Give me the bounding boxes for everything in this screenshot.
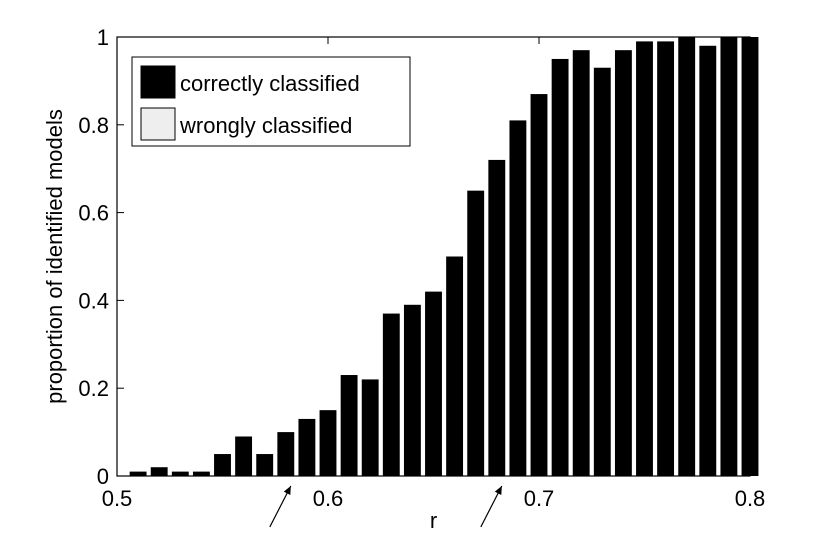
bar xyxy=(150,467,168,476)
legend-label-correct: correctly classified xyxy=(180,71,360,96)
legend-swatch-correct xyxy=(140,65,176,99)
x-tick-label: 0.5 xyxy=(102,486,133,511)
x-tick-label: 0.8 xyxy=(735,486,766,511)
bar xyxy=(403,304,421,476)
y-tick-label: 0.6 xyxy=(78,201,109,226)
bar xyxy=(382,313,400,476)
y-tick-label: 0 xyxy=(97,464,109,489)
y-tick-label: 0.8 xyxy=(78,113,109,138)
bar xyxy=(593,67,611,476)
y-tick-label: 0.4 xyxy=(78,288,109,313)
bar xyxy=(657,41,675,476)
legend-swatch-wrong xyxy=(140,107,176,141)
legend: correctly classified wrongly classified xyxy=(131,56,411,147)
arrow-head xyxy=(283,486,291,495)
bar xyxy=(446,256,464,476)
bar xyxy=(699,45,717,476)
bar xyxy=(319,410,337,476)
bar xyxy=(636,41,653,476)
x-axis-label: r xyxy=(430,508,437,533)
bar xyxy=(678,37,696,476)
bar xyxy=(551,58,569,476)
annotation-arrows xyxy=(269,485,503,528)
bar xyxy=(129,471,147,476)
bars-group xyxy=(129,37,759,477)
y-tick-label: 0.2 xyxy=(78,376,109,401)
y-tick-label: 1 xyxy=(97,25,109,50)
bar xyxy=(530,94,548,476)
bar xyxy=(467,190,485,476)
bar xyxy=(192,471,210,476)
bar xyxy=(235,436,253,476)
x-tick-label: 0.6 xyxy=(313,486,344,511)
bar xyxy=(298,418,316,476)
bar xyxy=(720,37,738,476)
bar xyxy=(214,454,231,476)
bar xyxy=(277,432,295,476)
legend-label-wrong: wrongly classified xyxy=(179,113,352,138)
plot-frame xyxy=(116,36,751,477)
y-axis-label: proportion of identified models xyxy=(42,109,67,404)
bar xyxy=(488,159,506,477)
bar xyxy=(572,50,590,477)
bar xyxy=(425,291,442,476)
bar xyxy=(256,454,274,476)
bar xyxy=(614,50,632,477)
x-axis: 0.5 0.6 0.7 0.8 xyxy=(102,37,766,511)
arrow-head xyxy=(494,486,502,495)
bar xyxy=(340,375,358,476)
bar xyxy=(361,379,379,476)
bar xyxy=(509,120,527,476)
y-axis: 0 0.2 0.4 0.6 0.8 1 xyxy=(78,25,750,489)
x-tick-label: 0.7 xyxy=(524,486,555,511)
legend-box xyxy=(131,56,411,147)
bar xyxy=(171,471,189,476)
